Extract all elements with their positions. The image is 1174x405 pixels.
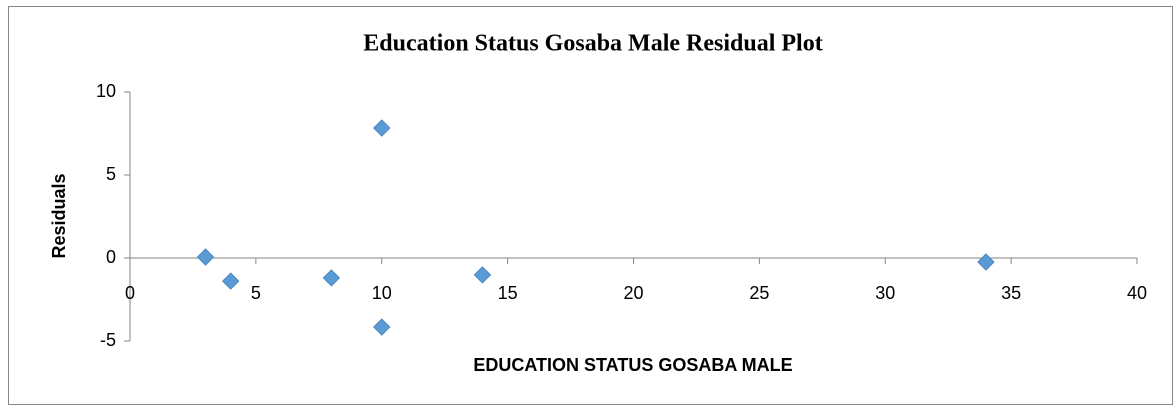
y-axis-title: Residuals (49, 173, 69, 258)
x-tick-label: 5 (251, 283, 261, 303)
chart-border (8, 6, 1173, 405)
point (196, 248, 215, 266)
x-tick-label: 10 (372, 283, 392, 303)
x-tick-label: 20 (623, 283, 643, 303)
point (473, 266, 492, 284)
x-tick-label: 35 (1001, 283, 1021, 303)
point (221, 272, 240, 290)
point (373, 318, 391, 336)
x-tick-label: 30 (875, 283, 895, 303)
y-tick-label: 10 (96, 81, 116, 101)
point (977, 253, 995, 271)
y-tick-label: -5 (100, 330, 116, 350)
x-tick-label: 15 (498, 283, 518, 303)
point (373, 119, 391, 137)
x-tick-label: 40 (1127, 283, 1147, 303)
chart-title: Education Status Gosaba Male Residual Pl… (363, 31, 822, 57)
point (322, 269, 341, 287)
x-axis-title: EDUCATION STATUS GOSABA MALE (473, 355, 792, 375)
x-tick-label: 25 (749, 283, 769, 303)
y-tick-label: 0 (106, 247, 116, 267)
x-tick-label: 0 (125, 283, 135, 303)
y-tick-label: 5 (106, 164, 116, 184)
